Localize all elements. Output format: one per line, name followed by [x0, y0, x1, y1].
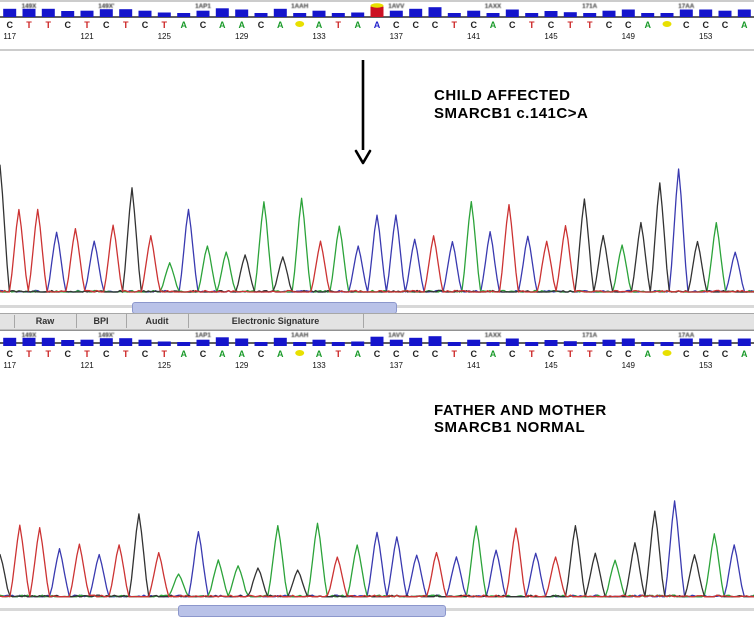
svg-text:T: T [587, 349, 593, 359]
svg-text:C: C [548, 349, 555, 359]
svg-text:C: C [683, 349, 690, 359]
svg-text:A: A [238, 349, 245, 359]
svg-text:C: C [103, 349, 110, 359]
svg-text:T: T [568, 349, 574, 359]
svg-text:C: C [6, 349, 13, 359]
svg-text:1AXX: 1AXX [485, 332, 502, 339]
svg-text:T: T [46, 349, 52, 359]
svg-text:T: T [123, 349, 129, 359]
svg-text:T: T [26, 349, 32, 359]
svg-text:C: C [200, 349, 207, 359]
svg-text:121: 121 [80, 361, 94, 370]
svg-text:141: 141 [467, 361, 481, 370]
svg-text:153: 153 [699, 361, 713, 370]
svg-text:C: C [509, 349, 516, 359]
svg-text:17AA: 17AA [678, 332, 695, 339]
svg-text:C: C [258, 349, 265, 359]
svg-text:A: A [741, 349, 748, 359]
svg-text:133: 133 [312, 361, 326, 370]
svg-text:117: 117 [3, 361, 16, 370]
svg-text:1AP1: 1AP1 [195, 332, 211, 339]
svg-text:C: C [470, 349, 477, 359]
svg-text:145: 145 [544, 361, 558, 370]
svg-text:149X': 149X' [98, 332, 115, 339]
svg-text:A: A [277, 349, 284, 359]
svg-text:129: 129 [235, 361, 249, 370]
svg-text:C: C [142, 349, 149, 359]
svg-text:C: C [393, 349, 400, 359]
svg-text:C: C [722, 349, 729, 359]
svg-text:A: A [180, 349, 187, 359]
svg-text:A: A [490, 349, 497, 359]
svg-text:149: 149 [622, 361, 636, 370]
svg-text:A: A [316, 349, 323, 359]
svg-text:A: A [354, 349, 361, 359]
svg-text:137: 137 [390, 361, 404, 370]
svg-text:C: C [432, 349, 439, 359]
svg-text:C: C [625, 349, 632, 359]
svg-text:T: T [84, 349, 90, 359]
svg-text:T: T [529, 349, 535, 359]
svg-text:1AAH: 1AAH [291, 332, 309, 339]
svg-text:C: C [702, 349, 709, 359]
svg-text:C: C [64, 349, 71, 359]
svg-text:A: A [219, 349, 226, 359]
svg-text:T: T [336, 349, 342, 359]
svg-text:C: C [374, 349, 381, 359]
svg-text:C: C [606, 349, 613, 359]
svg-text:T: T [452, 349, 458, 359]
svg-text:T: T [162, 349, 168, 359]
svg-text:171A: 171A [582, 332, 598, 339]
svg-text:A: A [644, 349, 651, 359]
svg-text:C: C [412, 349, 419, 359]
svg-text:125: 125 [158, 361, 172, 370]
svg-text:1AVV: 1AVV [388, 332, 405, 339]
